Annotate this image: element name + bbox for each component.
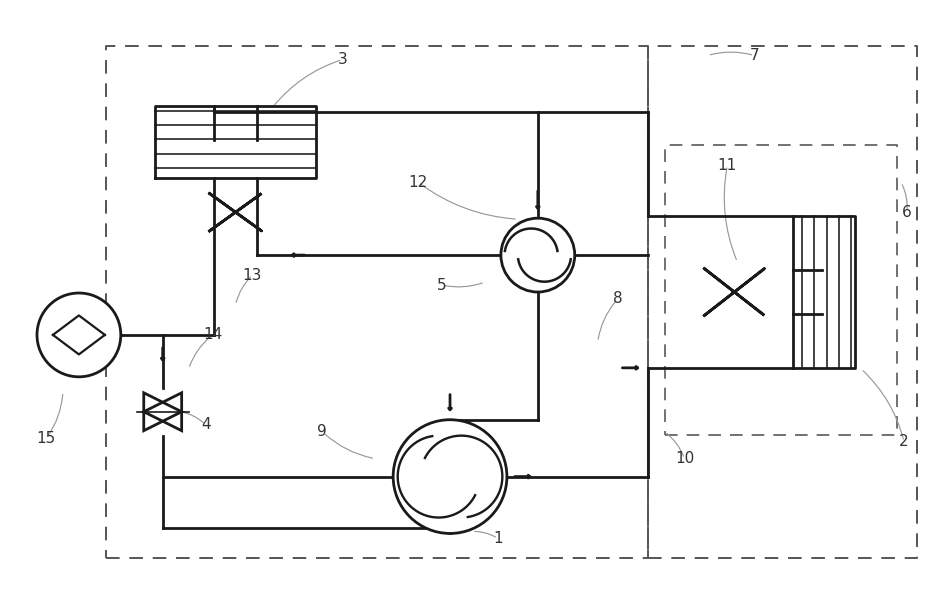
- Circle shape: [501, 218, 574, 292]
- Text: 11: 11: [718, 158, 737, 173]
- Circle shape: [37, 293, 121, 377]
- Text: 4: 4: [201, 417, 210, 432]
- Text: 8: 8: [613, 291, 623, 306]
- Text: 7: 7: [749, 48, 759, 63]
- Text: 13: 13: [242, 267, 262, 282]
- Text: 12: 12: [409, 175, 427, 190]
- Text: 1: 1: [493, 531, 502, 546]
- Text: 10: 10: [675, 451, 694, 466]
- Text: 14: 14: [203, 327, 222, 343]
- Text: 6: 6: [902, 205, 912, 220]
- Text: 9: 9: [317, 424, 327, 439]
- Circle shape: [393, 420, 507, 534]
- Text: 15: 15: [36, 431, 56, 446]
- Text: 5: 5: [438, 278, 447, 293]
- Text: 3: 3: [338, 52, 347, 67]
- Text: 2: 2: [899, 434, 908, 449]
